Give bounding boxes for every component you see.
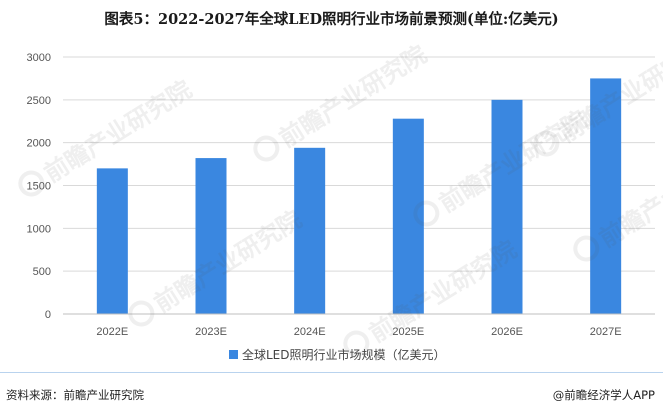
y-axis-ticks: 0 500 1000 1500 2000 2500 3000 [27,52,51,321]
bar-2025E [392,118,424,315]
bar-2026E [491,99,523,314]
x-tick-label: 2024E [294,326,326,338]
legend-swatch [229,350,238,359]
y-tick-label: 1500 [27,181,51,193]
x-axis-ticks: 2022E 2023E 2024E 2025E 2026E 2027E [96,326,621,338]
source-note: 资料来源：前瞻产业研究院 [6,388,144,402]
y-tick-label: 2500 [27,95,51,107]
chart-title: 图表5：2022-2027年全球LED照明行业市场前景预测(单位:亿美元) [104,11,559,28]
x-tick-label: 2026E [491,326,523,338]
bar-2022E [96,168,128,314]
legend-label: 全球LED照明行业市场规模（亿美元） [242,347,446,362]
x-tick-label: 2027E [590,326,622,338]
bars [96,78,622,315]
y-tick-label: 1000 [27,223,51,235]
y-tick-label: 2000 [27,138,51,150]
y-tick-label: 500 [33,266,51,278]
legend: 全球LED照明行业市场规模（亿美元） [229,347,446,362]
grid-lines [63,56,655,272]
x-tick-label: 2023E [195,326,227,338]
x-tick-label: 2022E [96,326,128,338]
bar-2023E [195,158,227,314]
brand-note: @前瞻经济学人APP [552,388,655,402]
bar-2027E [590,78,622,315]
y-tick-label: 3000 [27,52,51,64]
x-tick-label: 2025E [392,326,424,338]
bar-2024E [294,147,326,314]
y-tick-label: 0 [45,309,51,321]
footer-divider [0,372,663,373]
